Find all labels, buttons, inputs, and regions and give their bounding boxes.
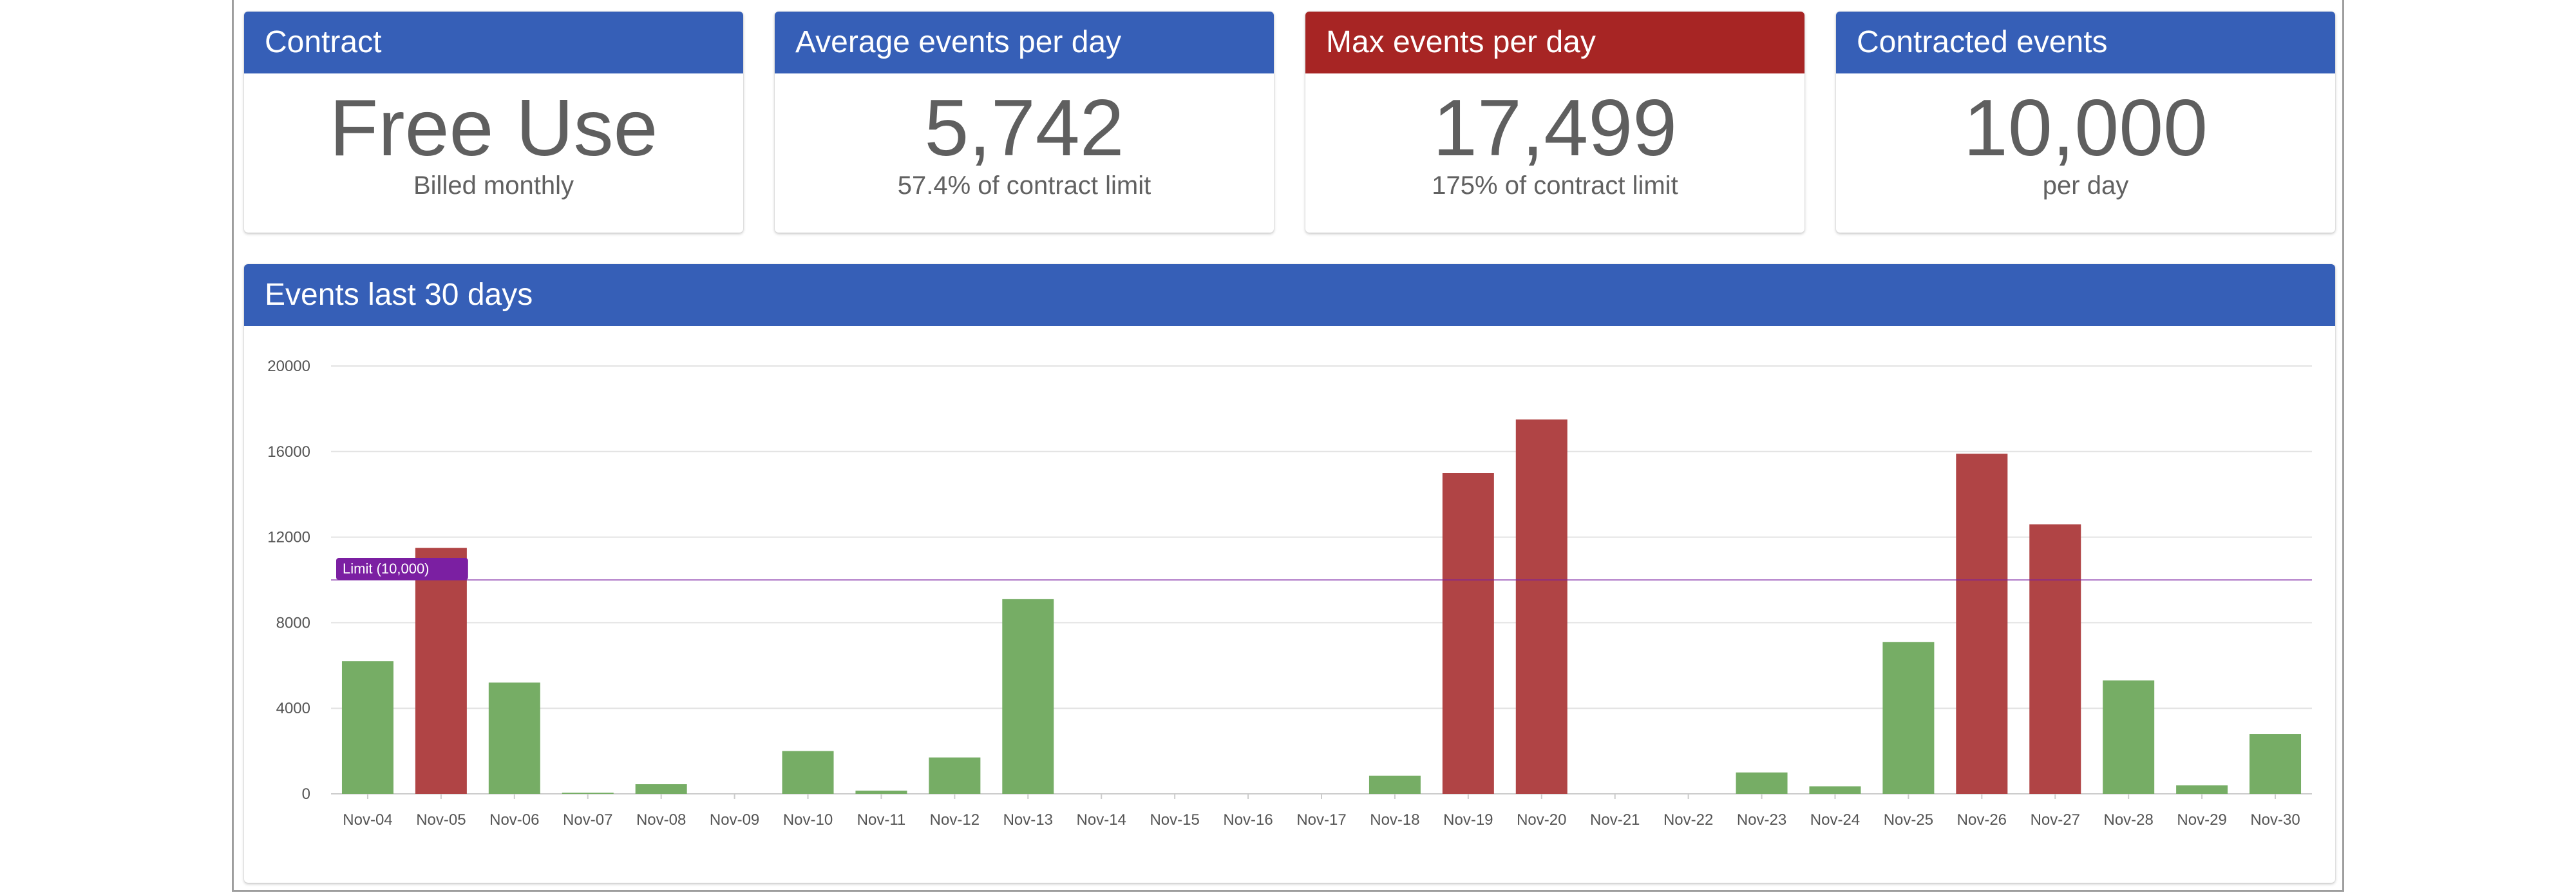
contract-value: Free Use: [329, 84, 658, 173]
bar-nov-26: [1956, 454, 2008, 794]
events-chart-card: Events last 30 days 0 4000 8000 12000 16000 2…: [244, 264, 2335, 883]
x-tick-label: Nov-22: [1663, 811, 1713, 829]
bar-nov-19: [1442, 473, 1494, 794]
events-chart-header: Events last 30 days: [244, 264, 2335, 326]
x-tick-label: Nov-07: [563, 811, 612, 829]
x-tick-label: Nov-09: [710, 811, 759, 829]
average-events-value: 5,742: [924, 84, 1124, 173]
bar-nov-06: [488, 682, 540, 794]
limit-label-badge: [336, 558, 468, 580]
x-tick-label: Nov-13: [1003, 811, 1053, 829]
x-tick-label: Nov-11: [857, 811, 906, 829]
x-tick-label: Nov-24: [1810, 811, 1860, 829]
x-tick-label: Nov-05: [416, 811, 466, 829]
x-tick-label: Nov-30: [2250, 811, 2300, 829]
contracted-events-card-header: Contracted events: [1836, 12, 2335, 73]
x-tick-label: Nov-28: [2103, 811, 2153, 829]
bar-nov-23: [1736, 772, 1788, 794]
x-tick-label: Nov-26: [1957, 811, 2007, 829]
dashboard-frame: Contract Free Use Billed monthly Average…: [232, 0, 2344, 892]
y-tick-label: 4000: [276, 700, 310, 717]
average-events-card: Average events per day 5,742 57.4% of co…: [775, 12, 1274, 233]
x-tick-label: Nov-08: [636, 811, 686, 829]
limit-label: Limit (10,000): [343, 561, 430, 577]
x-tick-label: Nov-15: [1150, 811, 1199, 829]
max-events-card: Max events per day 17,499 175% of contra…: [1305, 12, 1804, 233]
x-tick-label: Nov-17: [1296, 811, 1346, 829]
average-events-subtitle: 57.4% of contract limit: [897, 171, 1151, 200]
y-tick-label: 20000: [267, 358, 310, 375]
x-tick-label: Nov-16: [1223, 811, 1273, 829]
bar-nov-25: [1882, 642, 1935, 794]
contracted-events-value: 10,000: [1963, 84, 2208, 173]
x-tick-label: Nov-04: [343, 811, 392, 829]
contracted-events-subtitle: per day: [2042, 171, 2129, 200]
max-events-value: 17,499: [1432, 84, 1678, 173]
y-tick-label: 16000: [267, 443, 310, 461]
bar-nov-30: [2249, 734, 2302, 794]
x-tick-label: Nov-10: [783, 811, 833, 829]
bar-nov-04: [341, 661, 393, 794]
x-tick-label: Nov-27: [2031, 811, 2080, 829]
bar-nov-07: [562, 793, 614, 794]
bar-nov-29: [2176, 785, 2228, 794]
average-events-card-header: Average events per day: [775, 12, 1274, 73]
x-tick-label: Nov-06: [489, 811, 539, 829]
x-tick-label: Nov-18: [1370, 811, 1419, 829]
max-events-card-header: Max events per day: [1305, 12, 1804, 73]
bar-nov-10: [782, 751, 834, 794]
bar-nov-13: [1002, 599, 1054, 794]
contracted-events-card: Contracted events 10,000 per day: [1836, 12, 2335, 233]
x-tick-label: Nov-19: [1443, 811, 1493, 829]
x-tick-label: Nov-20: [1517, 811, 1566, 829]
bar-nov-20: [1515, 419, 1567, 794]
bar-nov-12: [929, 757, 981, 794]
contract-card-header: Contract: [244, 12, 743, 73]
bar-nov-08: [635, 784, 687, 794]
events-bar-chart: 0 4000 8000 12000 16000 20000 Nov-04 Nov-05 Nov-…: [267, 358, 2312, 829]
x-tick-label: Nov-21: [1590, 811, 1640, 829]
bar-nov-05: [415, 548, 467, 794]
bar-nov-24: [1809, 786, 1861, 794]
max-events-subtitle: 175% of contract limit: [1432, 171, 1678, 200]
bar-nov-27: [2029, 524, 2081, 794]
contract-card: Contract Free Use Billed monthly: [244, 12, 743, 233]
contract-subtitle: Billed monthly: [413, 171, 574, 200]
bar-nov-18: [1368, 775, 1421, 794]
y-tick-label: 0: [302, 785, 310, 803]
x-tick-label: Nov-12: [930, 811, 980, 829]
x-tick-label: Nov-29: [2177, 811, 2226, 829]
bar-nov-11: [855, 791, 907, 794]
x-tick-label: Nov-23: [1737, 811, 1786, 829]
bar-nov-28: [2103, 680, 2155, 794]
x-tick-label: Nov-25: [1884, 811, 1933, 829]
x-tick-label: Nov-14: [1077, 811, 1126, 829]
y-tick-label: 12000: [267, 529, 310, 546]
y-tick-label: 8000: [276, 614, 310, 631]
